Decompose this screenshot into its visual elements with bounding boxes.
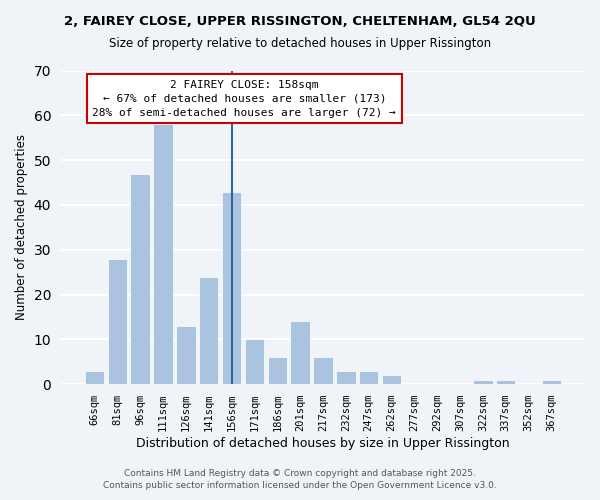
X-axis label: Distribution of detached houses by size in Upper Rissington: Distribution of detached houses by size …	[136, 437, 510, 450]
Bar	[382, 376, 401, 384]
Bar	[542, 380, 561, 384]
Bar	[496, 380, 515, 384]
Bar	[85, 371, 104, 384]
Text: 2, FAIREY CLOSE, UPPER RISSINGTON, CHELTENHAM, GL54 2QU: 2, FAIREY CLOSE, UPPER RISSINGTON, CHELT…	[64, 15, 536, 28]
Text: 2 FAIREY CLOSE: 158sqm
← 67% of detached houses are smaller (173)
28% of semi-de: 2 FAIREY CLOSE: 158sqm ← 67% of detached…	[92, 80, 396, 118]
Bar	[153, 124, 173, 384]
Bar	[473, 380, 493, 384]
Bar	[268, 358, 287, 384]
Bar	[107, 258, 127, 384]
Bar	[359, 371, 379, 384]
Bar	[130, 174, 150, 384]
Text: Size of property relative to detached houses in Upper Rissington: Size of property relative to detached ho…	[109, 38, 491, 51]
Bar	[199, 276, 218, 384]
Bar	[176, 326, 196, 384]
Bar	[336, 371, 356, 384]
Text: Contains HM Land Registry data © Crown copyright and database right 2025.
Contai: Contains HM Land Registry data © Crown c…	[103, 469, 497, 490]
Bar	[245, 340, 264, 384]
Bar	[222, 192, 241, 384]
Y-axis label: Number of detached properties: Number of detached properties	[15, 134, 28, 320]
Bar	[290, 322, 310, 384]
Bar	[313, 358, 332, 384]
